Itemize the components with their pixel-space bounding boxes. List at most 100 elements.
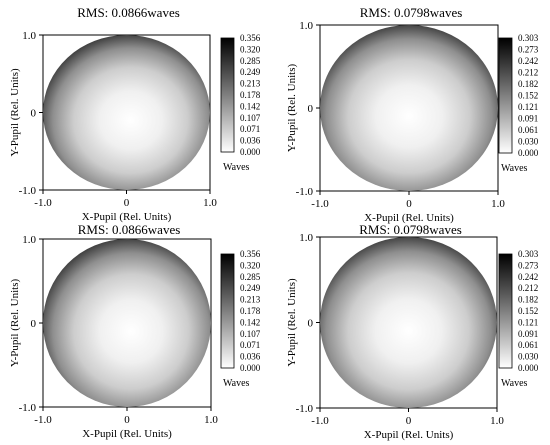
y-axis-label: Y-Pupil (Rel. Units) — [286, 64, 298, 153]
colorbar-tick-label: 0.071 — [240, 340, 260, 350]
colorbar-tick-label: 0.212 — [518, 283, 538, 293]
wavefront-map — [43, 35, 210, 190]
colorbar-tick-label: 0.091 — [518, 329, 538, 339]
colorbar-tick-label: 0.121 — [518, 317, 538, 327]
colorbar-gradient — [220, 253, 235, 369]
colorbar-tick-label: 0.178 — [240, 306, 261, 316]
wavefront-panel-3: RMS: 0.0866waves -1.0 0 1.0 1.0 0 -1.0 X-Pupil … — [9, 222, 261, 440]
colorbar-gradient — [498, 253, 513, 369]
y-tick-label: 0 — [308, 103, 314, 115]
colorbar-unit-label: Waves — [223, 378, 250, 389]
colorbar-tick-label: 0.249 — [240, 283, 261, 293]
chart-title: RMS: 0.0866waves — [77, 5, 180, 20]
colorbar-tick-label: 0.142 — [240, 101, 260, 111]
colorbar-tick-label: 0.152 — [518, 91, 538, 101]
colorbar-tick-label: 0.303 — [518, 249, 539, 259]
wavefront-panel-2: RMS: 0.0798waves -1.0 0 1.0 1.0 0 -1.0 X-Pupil … — [286, 5, 539, 224]
x-tick-label: 1.0 — [491, 198, 505, 210]
colorbar-unit-label: Waves — [223, 162, 250, 173]
y-tick-label: -1.0 — [296, 186, 314, 198]
colorbar-tick-label: 0.320 — [240, 260, 261, 270]
x-tick-label: 1.0 — [203, 197, 217, 209]
x-tick-label: -1.0 — [311, 198, 329, 210]
colorbar-tick-label: 0.356 — [240, 33, 261, 43]
y-tick-label: -1.0 — [19, 185, 37, 197]
colorbar-tick-label: 0.273 — [518, 45, 539, 55]
y-axis-label: Y-Pupil (Rel. Units) — [286, 278, 298, 367]
colorbar-tick-label: 0.182 — [518, 79, 538, 89]
colorbar-tick-label: 0.107 — [240, 113, 261, 123]
x-tick-label: -1.0 — [34, 197, 52, 209]
y-tick-label: -1.0 — [296, 403, 314, 415]
wavefront-panel-4: RMS: 0.0798waves -1.0 0 1.0 1.0 0 -1.0 X-Pupil … — [286, 222, 539, 441]
colorbar-tick-label: 0.036 — [240, 136, 261, 146]
colorbar-tick-label: 0.212 — [518, 68, 538, 78]
colorbar-tick-label: 0.242 — [518, 272, 538, 282]
colorbar-tick-label: 0.000 — [518, 148, 539, 158]
x-tick-label: 1.0 — [490, 415, 504, 427]
chart-title: RMS: 0.0798waves — [359, 222, 462, 237]
y-tick-label: 1.0 — [22, 234, 36, 246]
x-axis-label: X-Pupil (Rel. Units) — [82, 211, 172, 223]
colorbar-gradient — [220, 37, 235, 153]
colorbar-tick-label: 0.036 — [240, 352, 261, 362]
colorbar-tick-label: 0.061 — [518, 340, 538, 350]
y-tick-label: 0 — [31, 318, 37, 330]
wavefront-map — [43, 239, 211, 407]
colorbar-tick-label: 0.030 — [518, 137, 539, 147]
wavefront-map — [320, 237, 497, 408]
colorbar-tick-label: 0.213 — [240, 295, 261, 305]
colorbar-unit-label: Waves — [501, 378, 528, 389]
colorbar-tick-label: 0.356 — [240, 249, 261, 259]
colorbar-tick-label: 0.273 — [518, 260, 539, 270]
colorbar-tick-label: 0.091 — [518, 114, 538, 124]
colorbar-tick-label: 0.000 — [240, 147, 261, 157]
colorbar-tick-label: 0.107 — [240, 329, 261, 339]
chart-title: RMS: 0.0798waves — [360, 5, 463, 20]
colorbar-tick-label: 0.000 — [518, 363, 539, 373]
colorbar-tick-label: 0.000 — [240, 363, 261, 373]
colorbar-tick-label: 0.242 — [518, 56, 538, 66]
colorbar-tick-label: 0.121 — [518, 102, 538, 112]
colorbar-tick-label: 0.182 — [518, 295, 538, 305]
y-axis-label: Y-Pupil (Rel. Units) — [9, 279, 21, 368]
y-tick-label: 1.0 — [22, 30, 36, 42]
colorbar-tick-label: 0.071 — [240, 124, 260, 134]
x-axis-label: X-Pupil (Rel. Units) — [364, 212, 454, 224]
x-tick-label: -1.0 — [311, 415, 329, 427]
y-axis-label: Y-Pupil (Rel. Units) — [9, 68, 21, 157]
y-tick-label: -1.0 — [19, 402, 37, 414]
x-tick-label: 0 — [406, 415, 412, 427]
colorbar-tick-label: 0.213 — [240, 79, 261, 89]
y-tick-label: 1.0 — [299, 20, 313, 32]
y-tick-label: 0 — [31, 108, 37, 120]
colorbar-tick-label: 0.285 — [240, 272, 261, 282]
colorbar-tick-label: 0.320 — [240, 44, 261, 54]
x-tick-label: 0 — [124, 414, 130, 426]
x-axis-label: X-Pupil (Rel. Units) — [364, 429, 454, 441]
colorbar-gradient — [498, 37, 513, 154]
x-tick-label: 0 — [406, 198, 412, 210]
wavefront-map — [320, 25, 498, 191]
x-axis-label: X-Pupil (Rel. Units) — [82, 428, 172, 440]
wavefront-panel-1: RMS: 0.0866waves -1.0 0 1.0 1.0 0 -1.0 X-Pupil … — [9, 5, 261, 223]
colorbar-tick-label: 0.285 — [240, 56, 261, 66]
colorbar-tick-label: 0.152 — [518, 306, 538, 316]
colorbar-tick-label: 0.061 — [518, 125, 538, 135]
chart-title: RMS: 0.0866waves — [78, 222, 181, 237]
colorbar-tick-label: 0.303 — [518, 33, 539, 43]
y-tick-label: 1.0 — [299, 232, 313, 244]
y-tick-label: 0 — [308, 318, 314, 330]
colorbar-tick-label: 0.030 — [518, 352, 539, 362]
colorbar-unit-label: Waves — [501, 163, 528, 174]
colorbar-tick-label: 0.142 — [240, 317, 260, 327]
x-tick-label: -1.0 — [34, 414, 52, 426]
colorbar-tick-label: 0.178 — [240, 90, 261, 100]
x-tick-label: 1.0 — [204, 414, 218, 426]
x-tick-label: 0 — [124, 197, 130, 209]
